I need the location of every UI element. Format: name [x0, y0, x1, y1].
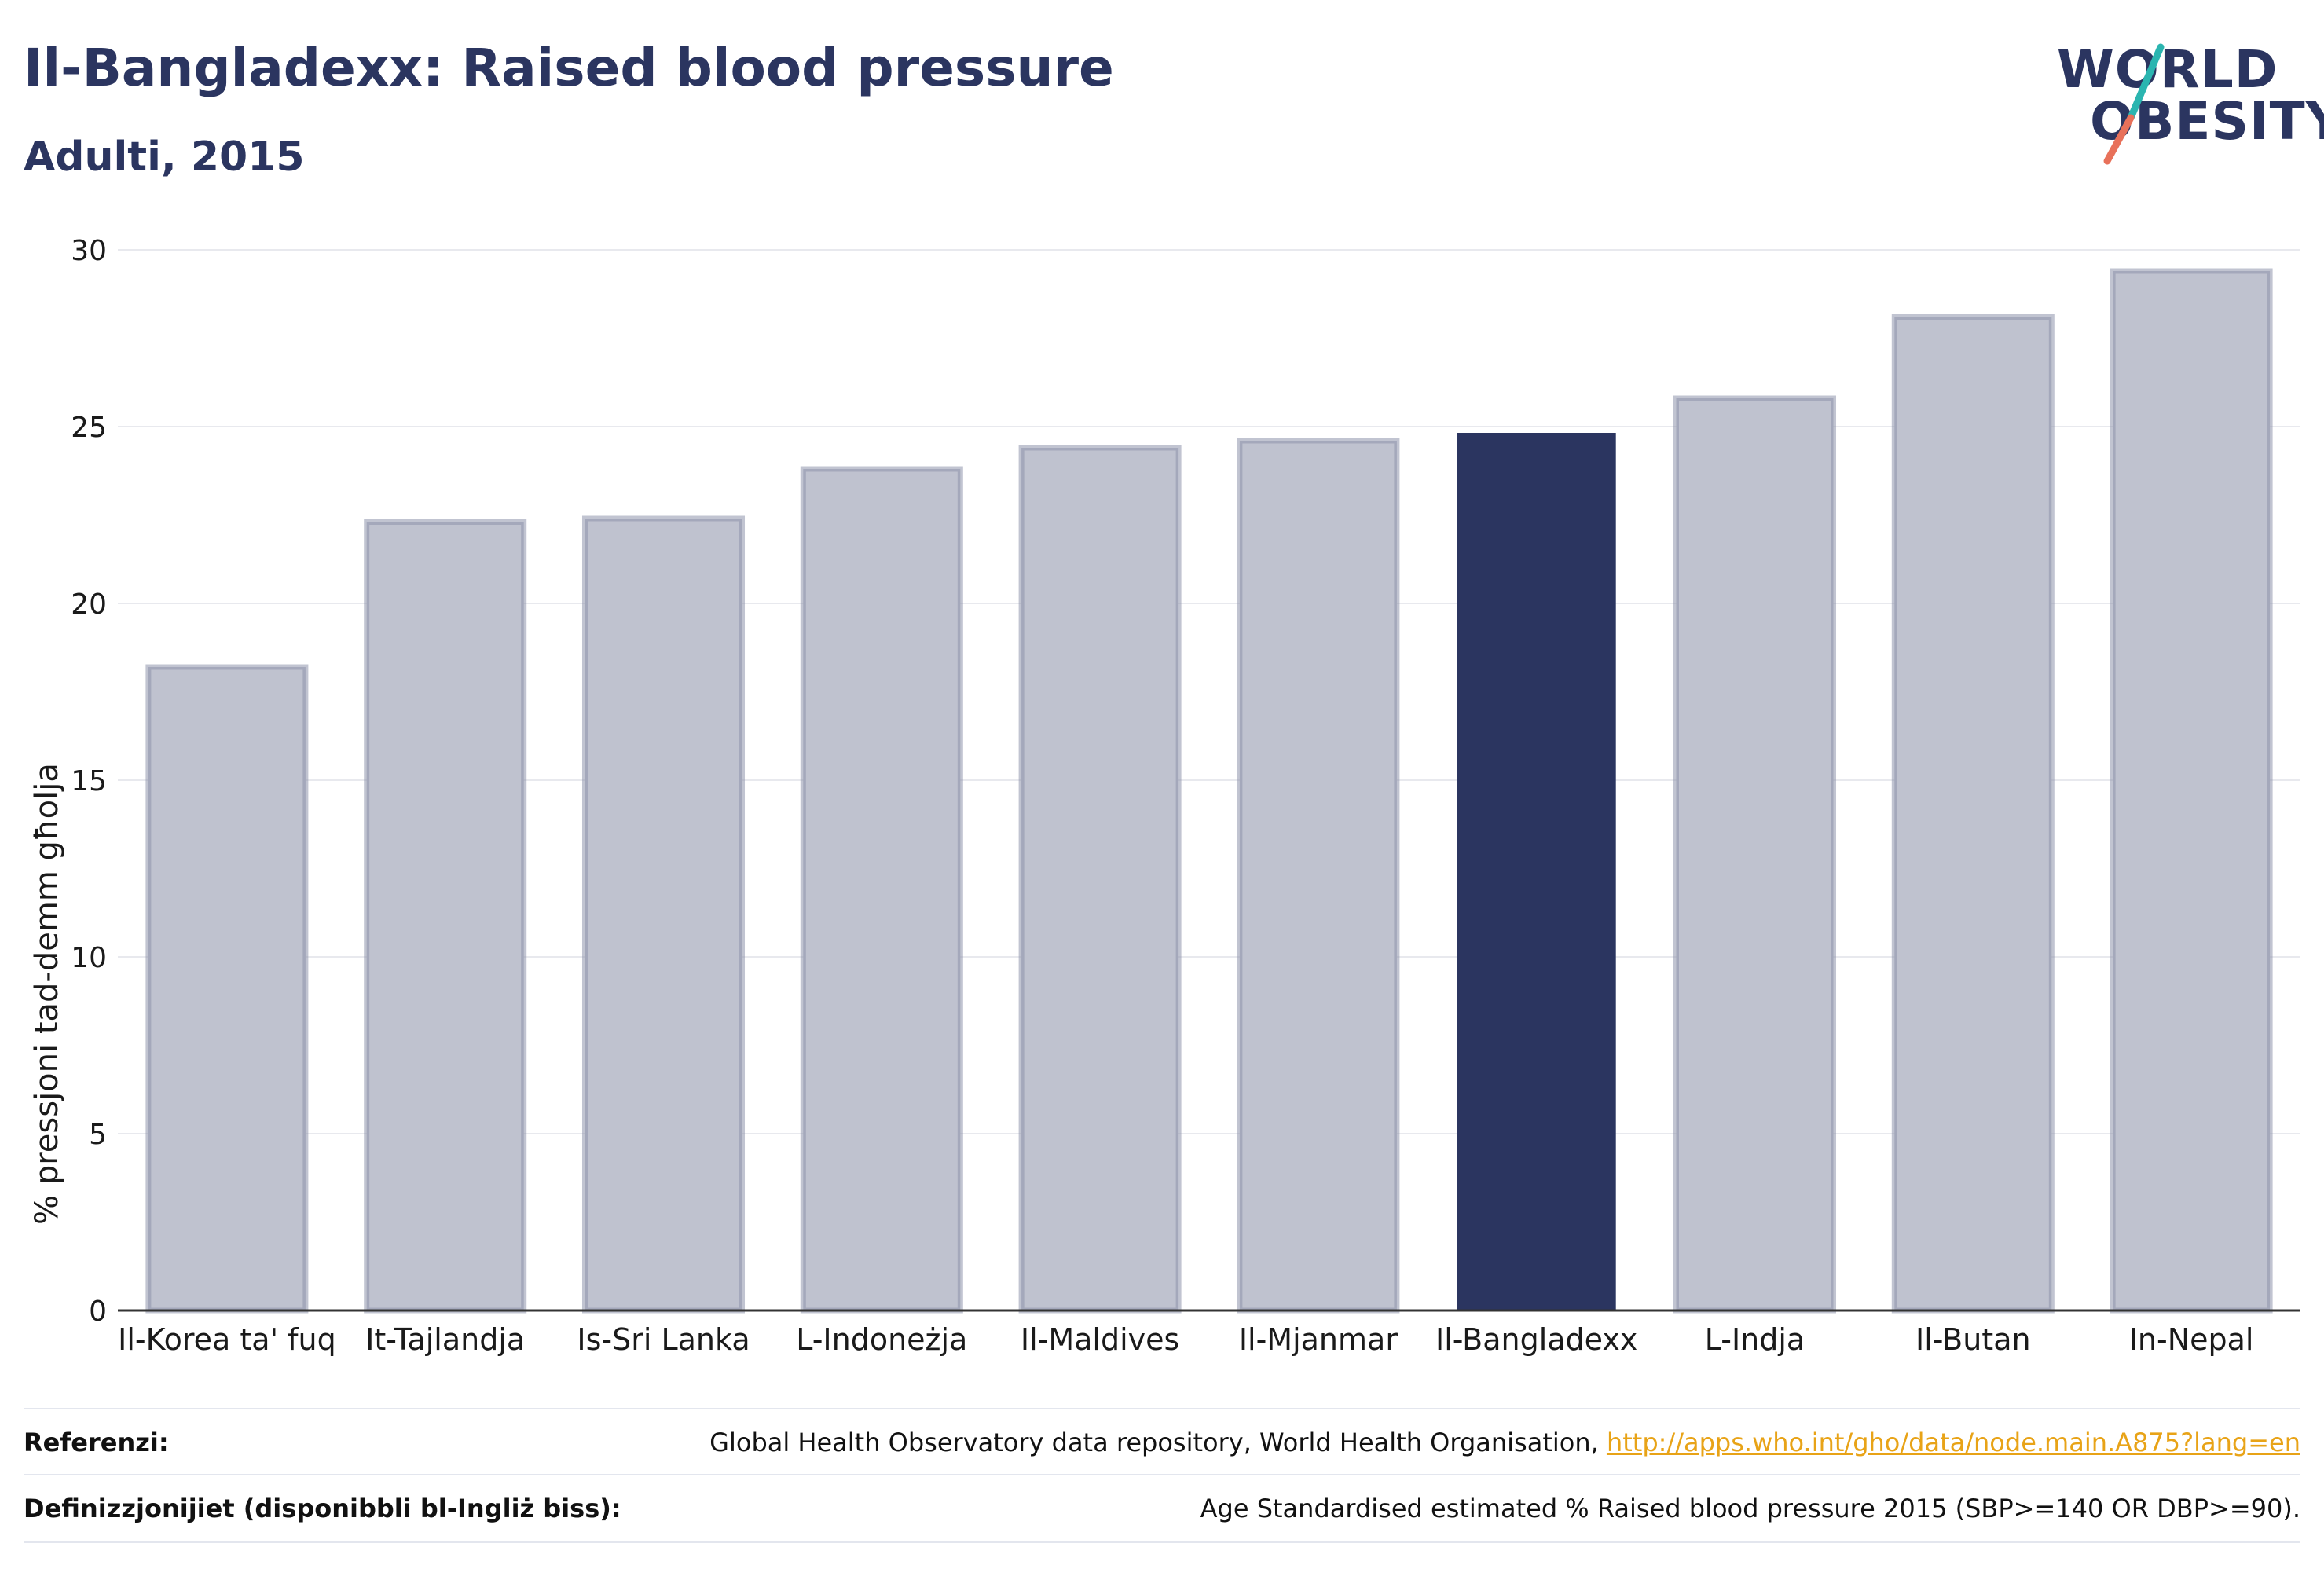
- x-tick-label: Is-Sri Lanka: [577, 1322, 750, 1357]
- page-title: Il-Bangladexx: Raised blood pressure: [24, 38, 1114, 98]
- definitions-row: Definizzjonijiet (disponibbli bl-Ingliż …: [24, 1474, 2300, 1543]
- page-subtitle: Adulti, 2015: [24, 134, 305, 181]
- bar: [1457, 433, 1616, 1311]
- references-text: Global Health Observatory data repositor…: [709, 1428, 1599, 1457]
- logo-line-1: WORLD: [2057, 39, 2278, 100]
- bar: [1018, 445, 1182, 1314]
- references-row: Referenzi: Global Health Observatory dat…: [24, 1408, 2300, 1475]
- x-tick-label: Il-Maldives: [1021, 1322, 1179, 1357]
- world-obesity-logo: WORLD OBESITY: [2043, 31, 2324, 173]
- x-tick-label: In-Nepal: [2129, 1322, 2254, 1357]
- bar: [800, 466, 963, 1314]
- x-tick-label: Il-Butan: [1915, 1322, 2031, 1357]
- y-tick-label: 15: [71, 765, 107, 797]
- y-tick-label: 5: [89, 1119, 107, 1151]
- bar: [1673, 395, 1837, 1314]
- x-tick-label: L-Indja: [1705, 1322, 1805, 1357]
- x-tick-label: Il-Bangladexx: [1435, 1322, 1637, 1357]
- logo-slash-icon: [2103, 43, 2165, 165]
- references-value: Global Health Observatory data repositor…: [709, 1428, 2300, 1457]
- definitions-label: Definizzjonijiet (disponibbli bl-Ingliż …: [24, 1494, 621, 1523]
- definitions-text: Age Standardised estimated % Raised bloo…: [1200, 1494, 2300, 1523]
- bar: [1891, 314, 2055, 1314]
- y-tick-label: 20: [71, 588, 107, 621]
- x-tick-label: It-Tajlandja: [365, 1322, 525, 1357]
- bar: [145, 664, 309, 1314]
- y-tick-label: 10: [71, 942, 107, 974]
- bar: [2110, 268, 2273, 1314]
- bar: [364, 519, 527, 1314]
- bar: [581, 515, 746, 1314]
- x-tick-label: Il-Korea ta' fuq: [118, 1322, 336, 1357]
- bar-chart: 0 5 10 15 20 25 30 Il-Korea ta' fuq It-Tajlandja…: [71, 235, 2300, 1357]
- y-tick-label: 25: [71, 412, 107, 444]
- x-tick-label: Il-Mjanmar: [1239, 1322, 1398, 1357]
- references-label: Referenzi:: [24, 1428, 169, 1457]
- y-axis-label: % pressjoni tad-demm għolja: [29, 763, 65, 1225]
- references-link[interactable]: http://apps.who.int/gho/data/node.main.A…: [1606, 1428, 2300, 1457]
- x-tick-label: L-Indoneżja: [796, 1322, 967, 1357]
- y-tick-label: 0: [89, 1296, 107, 1328]
- y-tick-label: 30: [71, 235, 107, 267]
- bar: [1237, 438, 1400, 1314]
